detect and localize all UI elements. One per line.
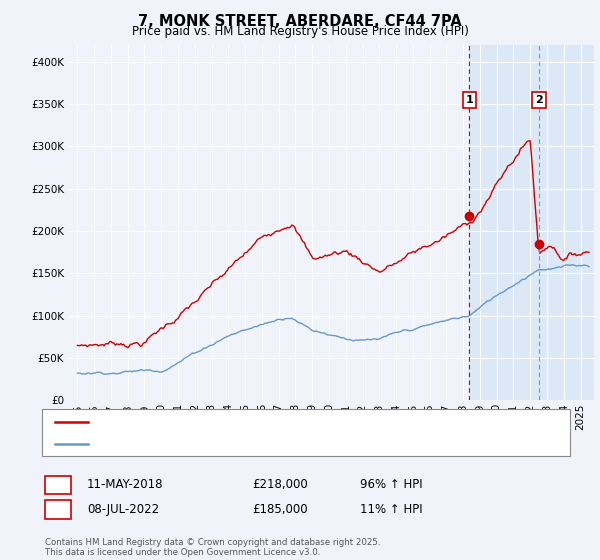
Bar xyxy=(469,45,594,400)
Text: 7, MONK STREET, ABERDARE, CF44 7PA: 7, MONK STREET, ABERDARE, CF44 7PA xyxy=(138,14,462,29)
Text: 08-JUL-2022: 08-JUL-2022 xyxy=(87,502,159,516)
Text: Price paid vs. HM Land Registry's House Price Index (HPI): Price paid vs. HM Land Registry's House … xyxy=(131,25,469,38)
Text: 7, MONK STREET, ABERDARE, CF44 7PA (semi-detached house): 7, MONK STREET, ABERDARE, CF44 7PA (semi… xyxy=(94,417,424,427)
Text: 1: 1 xyxy=(466,95,473,105)
Text: HPI: Average price, semi-detached house, Rhondda Cynon Taf: HPI: Average price, semi-detached house,… xyxy=(94,438,416,449)
Text: 11% ↑ HPI: 11% ↑ HPI xyxy=(360,502,422,516)
Text: 2: 2 xyxy=(535,95,543,105)
Text: 1: 1 xyxy=(54,478,62,492)
Text: 96% ↑ HPI: 96% ↑ HPI xyxy=(360,478,422,492)
Text: 2: 2 xyxy=(54,502,62,516)
Text: Contains HM Land Registry data © Crown copyright and database right 2025.
This d: Contains HM Land Registry data © Crown c… xyxy=(45,538,380,557)
Text: £185,000: £185,000 xyxy=(252,502,308,516)
Text: £218,000: £218,000 xyxy=(252,478,308,492)
Text: 11-MAY-2018: 11-MAY-2018 xyxy=(87,478,163,492)
